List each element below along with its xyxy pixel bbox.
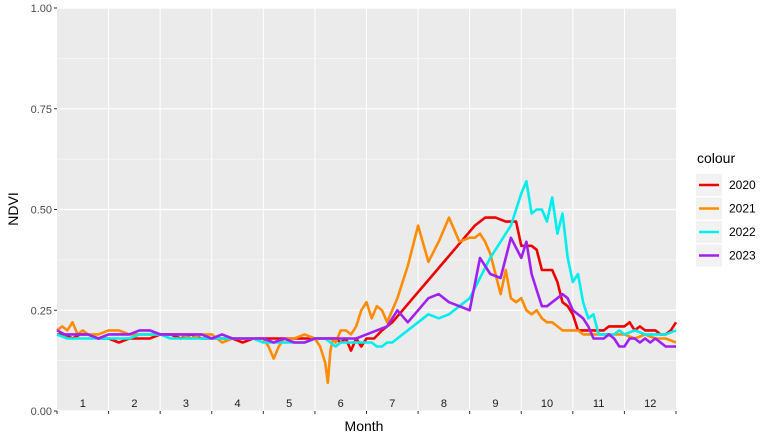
legend-label-2020: 2020 (729, 178, 756, 192)
month-label-11: 11 (593, 398, 604, 410)
month-label-12: 12 (644, 398, 656, 410)
plot-area: 1 2 3 4 5 6 7 8 9 10 11 120.000.250.500.751.00 (31, 3, 678, 418)
y-tick-label: 0.50 (31, 205, 52, 217)
y-tick-label: 1.00 (31, 3, 52, 15)
legend-label-2021: 2021 (729, 202, 756, 216)
legend-label-2022: 2022 (729, 225, 756, 239)
series-line-2023 (56, 236, 676, 348)
y-tick-label: 0.75 (31, 104, 52, 116)
month-label-3: 3 (183, 398, 189, 410)
month-label-9: 9 (492, 398, 498, 410)
month-label-5: 5 (286, 398, 292, 410)
y-tick-label: 0.00 (31, 406, 52, 418)
legend-label-2023: 2023 (729, 249, 756, 263)
month-label-10: 10 (541, 398, 553, 410)
month-label-8: 8 (441, 398, 447, 410)
y-tick-label: 0.25 (31, 305, 52, 317)
legend-title: colour (697, 150, 735, 166)
y-axis-title: NDVI (5, 192, 21, 225)
x-axis-title: Month (345, 418, 384, 434)
month-label-7: 7 (389, 398, 395, 410)
month-label-4: 4 (234, 398, 240, 410)
month-label-2: 2 (131, 398, 137, 410)
legend: colour 2020 2021 2022 2023 (696, 150, 756, 267)
series-line-2022 (56, 180, 677, 348)
month-label-6: 6 (338, 398, 344, 410)
month-label-1: 1 (80, 398, 86, 410)
